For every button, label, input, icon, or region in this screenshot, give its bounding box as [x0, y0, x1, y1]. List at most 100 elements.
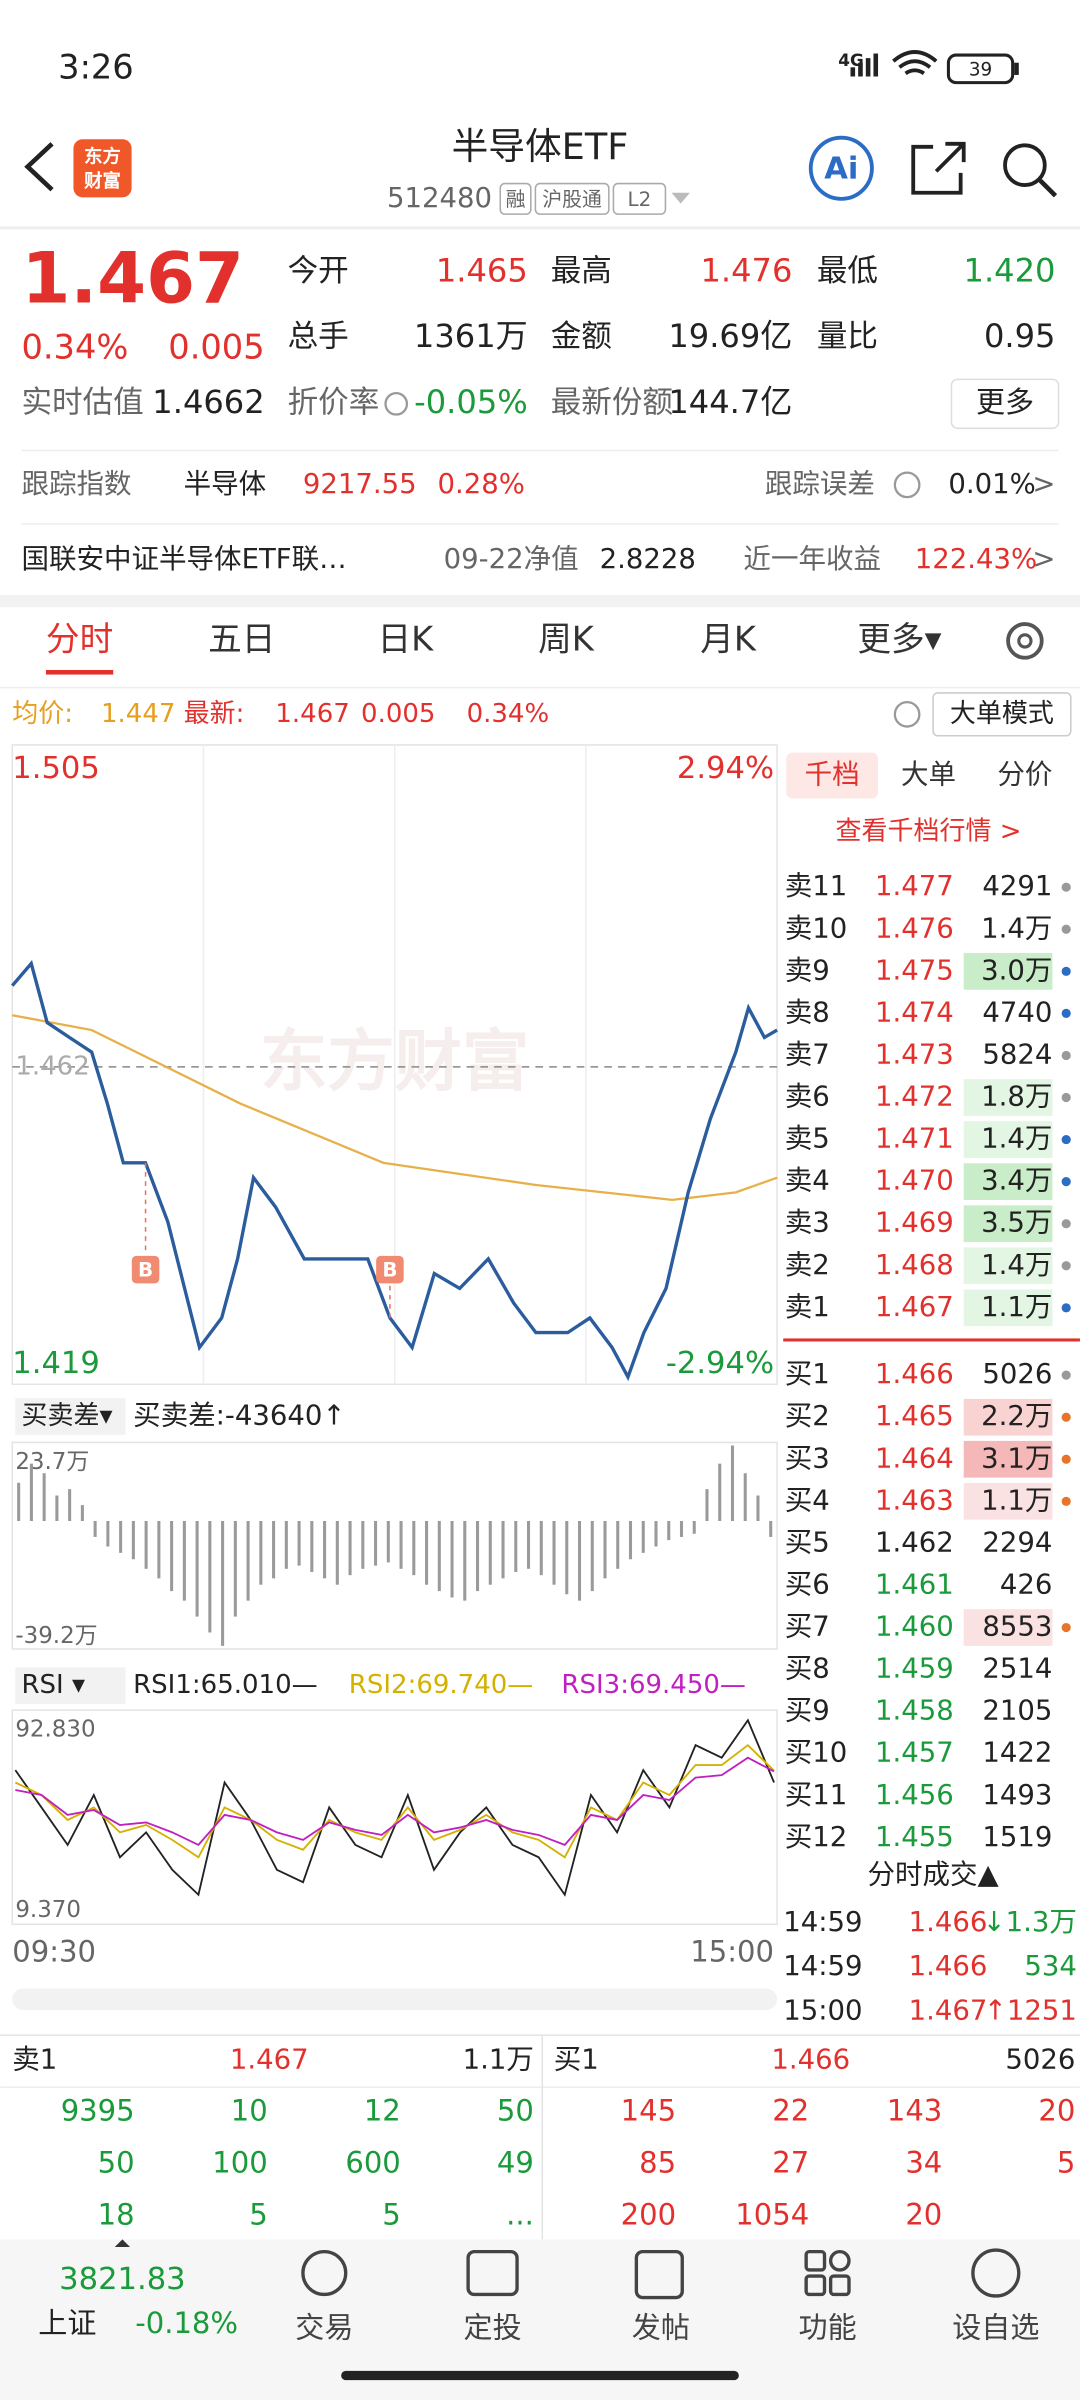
tab[interactable]: 日K	[378, 619, 435, 658]
book-volume: 5824	[982, 1038, 1052, 1070]
mode-button[interactable]	[932, 692, 1072, 737]
selector-box[interactable]	[15, 1667, 126, 1705]
scrollbar[interactable]	[12, 1988, 778, 2010]
selector-box[interactable]	[15, 1398, 126, 1435]
more-button-label[interactable]: 更多	[976, 385, 1034, 419]
book-volume: 1422	[982, 1737, 1052, 1769]
selector[interactable]: RSI ▾	[21, 1670, 85, 1700]
table-cell: 50	[98, 2145, 135, 2179]
table-label: 卖1	[12, 2043, 57, 2075]
book-label: 买7	[785, 1611, 830, 1643]
search-button[interactable]	[1003, 143, 1047, 187]
nav-item[interactable]: 交易	[295, 2311, 353, 2345]
bar	[399, 1521, 403, 1569]
field-label: 量比	[817, 320, 878, 355]
book-tab[interactable]: 分价	[997, 759, 1052, 791]
more-button[interactable]	[950, 378, 1060, 430]
help-icon[interactable]	[893, 471, 921, 499]
time-label: 09:30	[12, 1934, 96, 1968]
book-label: 买10	[785, 1737, 848, 1769]
average-line	[12, 1014, 778, 1202]
book-volume: 2105	[982, 1695, 1052, 1727]
trade-icon[interactable]	[301, 2249, 348, 2297]
table-cell: 27	[772, 2145, 809, 2179]
trade-time: 14:59	[783, 1950, 862, 1982]
plan-icon[interactable]	[466, 2249, 519, 2297]
book-volume: 426	[1000, 1568, 1053, 1600]
trade-time: 15:00	[783, 1994, 862, 2026]
book-price: 1.477	[875, 870, 954, 902]
tab[interactable]: 五日	[208, 619, 275, 658]
share-button[interactable]	[911, 141, 966, 195]
nav-item[interactable]: 发帖	[632, 2311, 690, 2345]
bar	[208, 1521, 212, 1633]
info-text: 0.005	[361, 699, 435, 729]
nav-item[interactable]: 定投	[464, 2311, 522, 2345]
book-label: 买12	[785, 1821, 848, 1853]
selector[interactable]: 买卖差▾	[21, 1401, 112, 1431]
field-value: 0.95	[984, 317, 1055, 355]
bar	[323, 1521, 327, 1579]
tab[interactable]: 周K	[538, 619, 595, 658]
book-dot	[1061, 1134, 1071, 1145]
book-tab[interactable]: 千档	[805, 759, 860, 791]
field-label: 最高	[551, 254, 612, 289]
book-price: 1.457	[875, 1737, 954, 1769]
tab[interactable]: 分时	[46, 619, 113, 658]
bar	[68, 1489, 72, 1522]
settings-button[interactable]	[1006, 622, 1044, 660]
help-icon[interactable]	[384, 391, 409, 416]
book-label: 卖10	[785, 912, 848, 944]
watermark: 东方财富	[260, 1023, 529, 1101]
field-label: 总手	[288, 320, 349, 355]
field-label: 今开	[288, 254, 349, 289]
status-icons	[850, 50, 1019, 85]
ai-label[interactable]: Ai	[824, 151, 858, 186]
table-cell: 5	[249, 2197, 267, 2231]
table-cell: 10	[231, 2093, 268, 2127]
book-tab[interactable]: 大单	[901, 759, 956, 791]
bar	[667, 1521, 671, 1541]
nav-item[interactable]: 设自选	[952, 2311, 1039, 2345]
rsi-line	[14, 1743, 775, 1859]
bar	[628, 1521, 633, 1560]
index-name: 上证	[38, 2306, 96, 2340]
label: 半导体	[184, 468, 267, 500]
help-icon[interactable]	[893, 700, 921, 728]
separator	[0, 2034, 1080, 2036]
rsi-line	[14, 1718, 775, 1897]
book-dot	[1061, 924, 1071, 934]
nav-item[interactable]: 功能	[799, 2311, 857, 2345]
bar	[450, 1521, 454, 1598]
post-icon[interactable]	[634, 2249, 684, 2300]
separator	[0, 595, 1080, 608]
ai-button[interactable]	[808, 135, 874, 201]
trade-price: 1.466	[909, 1950, 988, 1982]
watchlist-icon[interactable]	[971, 2248, 1021, 2298]
bar	[272, 1521, 276, 1579]
table-cell: ...	[506, 2197, 534, 2231]
book-price: 1.470	[875, 1165, 954, 1197]
bar	[221, 1521, 225, 1646]
book-label: 买3	[785, 1442, 830, 1474]
signal-bar	[873, 53, 879, 77]
mode-button-label[interactable]: 大单模式	[950, 699, 1054, 729]
label: 跟踪指数	[21, 468, 131, 500]
tab[interactable]: 更多▾	[857, 619, 941, 658]
bar	[616, 1521, 620, 1569]
tab[interactable]: 月K	[700, 619, 757, 658]
field-label: 最新份额	[551, 385, 673, 420]
separator	[541, 2034, 544, 2241]
bar	[539, 1521, 543, 1576]
clock: 3:26	[58, 47, 134, 86]
table-cell: 200	[621, 2197, 676, 2231]
tag-box	[499, 182, 532, 215]
func-icon[interactable]	[804, 2249, 827, 2272]
book-price: 1.468	[875, 1249, 954, 1281]
book-label: 买6	[785, 1568, 830, 1600]
dropdown-icon[interactable]	[671, 192, 690, 204]
bar	[106, 1521, 110, 1547]
book-link[interactable]: 查看千档行情 >	[835, 817, 1021, 847]
book-price: 1.472	[875, 1081, 954, 1113]
back-button[interactable]	[24, 142, 54, 192]
